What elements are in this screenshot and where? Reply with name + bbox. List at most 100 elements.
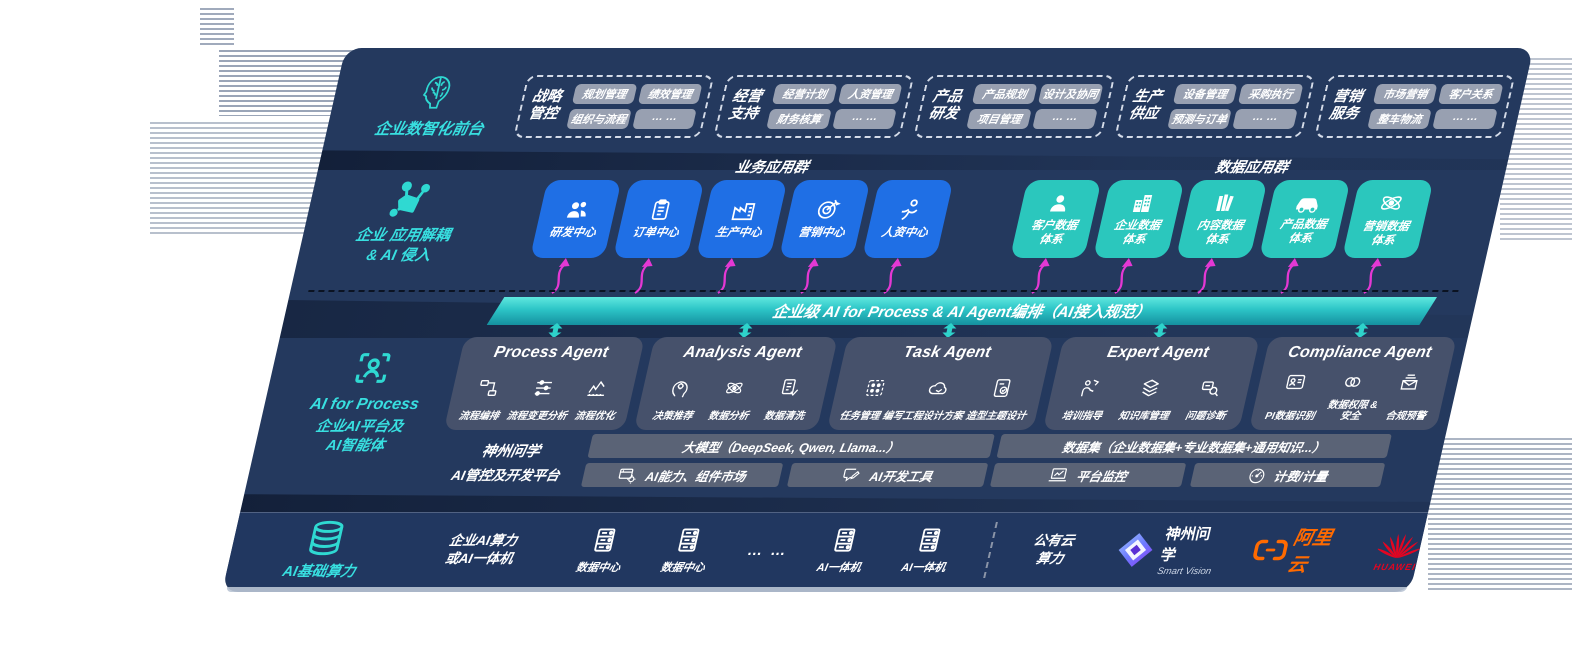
compute-label: AI基础算力 [280, 563, 358, 580]
agent-card-process: Process Agent 流程编排 流程变更分析 流程优化 [443, 337, 645, 430]
library-icon [1211, 191, 1240, 215]
agent-cards-row: Process Agent 流程编排 流程变更分析 流程优化 Analysis … [443, 337, 1457, 430]
compute-label-block: AI基础算力 [265, 520, 384, 581]
person-activity-icon [894, 198, 925, 222]
gauge-icon [1245, 466, 1268, 485]
app-layer-label-line2: & AI 侵入 [364, 247, 433, 265]
monitor-bar-text: 平台监控 [1074, 469, 1129, 484]
model-bar: 大模型（DeepSeek, Qwen, Llama...） [587, 434, 995, 458]
aliyun-logo-text: 阿里云 [1285, 528, 1335, 576]
compute-slab: AI基础算力 企业AI算力 或AI一体机 数据中心 数据中心 … … AI一体机… [223, 512, 1429, 587]
front-tag: 预测与订单 [1166, 108, 1233, 129]
agent-title: Compliance Agent [1286, 344, 1434, 361]
business-group-title: 业务应用群 [733, 160, 810, 176]
devtools-bar: AI开发工具 [786, 463, 989, 487]
agent-title: Analysis Agent [682, 344, 804, 361]
decision-head-icon [666, 377, 693, 399]
compute-node-label: AI一体机 [815, 562, 863, 574]
glitch-stripes [200, 8, 234, 48]
magenta-arrow [1031, 258, 1050, 294]
agent-item-label: 造型主题设计 [964, 411, 1028, 422]
agent-card-analysis: Analysis Agent 决策推荐 数据分析 数据清洗 [633, 337, 839, 430]
front-group-title: 生产供应 [1127, 89, 1164, 122]
atom-icon [1375, 190, 1407, 216]
clipboard-icon [646, 198, 675, 222]
aliyun-logo: 阿里云 [1247, 523, 1350, 577]
double-arrow-icon [1153, 323, 1168, 338]
app-box-label: 订单中心 [631, 226, 680, 239]
app-layer-label-block: 企业 应用解耦 & AI 侵入 [306, 180, 506, 267]
server-icon [911, 525, 948, 555]
design-check-icon [989, 377, 1016, 399]
magenta-arrow [717, 258, 736, 294]
magenta-arrow [634, 258, 653, 294]
dataset-bar-text: 数据集（企业数据集+专业数据集+通用知识...） [1060, 440, 1327, 455]
agent-item-label: 数据分析 [707, 411, 750, 422]
ellipsis-nodes: … … [745, 541, 790, 559]
ai-layer-label-line2: 企业AI平台及 AI智能体 [269, 418, 446, 456]
car-icon [1292, 192, 1325, 214]
compute-node-datacenter: 数据中心 [562, 525, 642, 575]
building-icon [1128, 191, 1157, 215]
compliance-alert-icon [1397, 371, 1424, 393]
bottom-edge-highlight [226, 587, 1408, 592]
ai-orchestration-banner: 企业级 AI for Process & AI Agent编排（AI接入规范） [487, 297, 1437, 325]
compute-node-ai-appliance: AI一体机 [803, 525, 883, 575]
app-box-label: 生产中心 [714, 226, 763, 239]
data-permission-icon [1340, 371, 1367, 393]
app-box-production-center: 生产中心 [695, 180, 788, 258]
compute-node-datacenter: 数据中心 [647, 525, 727, 575]
components-icon [616, 466, 640, 484]
diagnosis-icon [1197, 377, 1224, 399]
server-icon [827, 525, 864, 555]
agent-title: Process Agent [492, 344, 611, 361]
platform-label-block: 神州问学 AI管控及开发平台 [429, 440, 589, 484]
public-cloud-label: 公有云 算力 [1014, 532, 1091, 567]
data-clean-icon [777, 377, 804, 399]
devtools-bar-text: AI开发工具 [868, 469, 934, 484]
dataset-bar: 数据集（企业数据集+专业数据集+通用知识...） [996, 434, 1392, 458]
double-arrow-icon [738, 323, 753, 338]
public-cloud-line1: 公有云 [1031, 533, 1076, 549]
model-bar-text: 大模型（DeepSeek, Qwen, Llama...） [680, 440, 901, 455]
magenta-arrow [551, 258, 570, 294]
app-box-customer-data: 客户数据 体系 [1009, 180, 1102, 258]
ai-orchestration-banner-text: 企业级 AI for Process & AI Agent编排（AI接入规范） [770, 304, 1153, 321]
server-icon [586, 525, 623, 555]
layer-divider-shading [240, 492, 1433, 514]
factory-icon [728, 198, 759, 222]
front-office-label: 企业数智化前台 [372, 121, 486, 138]
front-tag: 规划管理 [571, 83, 638, 104]
glitch-stripes [1428, 438, 1572, 592]
agent-card-expert: Expert Agent 培训指导 知识库管理 问题诊断 [1042, 337, 1260, 430]
ai-layer-label-block: AI for Process 企业AI平台及 AI智能体 [269, 348, 461, 456]
front-tag: … … [1432, 108, 1498, 129]
agent-item-label: 数据权限 & 安全 [1326, 400, 1379, 422]
flow-icon [475, 377, 502, 399]
agent-item-label: 培训指导 [1060, 411, 1104, 422]
app-box-hr-center: 人资中心 [861, 180, 954, 258]
monitor-bar: 平台监控 [989, 463, 1186, 487]
front-group-title: 产品研发 [927, 89, 964, 122]
huawei-petals-icon [1375, 529, 1424, 561]
front-tag: 设备管理 [1172, 83, 1238, 104]
platform-model-group: 大模型（DeepSeek, Qwen, Llama...） AI能力、组件市场 … [580, 434, 995, 487]
aliyun-bracket-icon [1250, 538, 1289, 562]
team-icon [562, 198, 593, 222]
app-box-label: 企业数据 体系 [1112, 220, 1162, 246]
front-tag: 人资管理 [837, 83, 903, 104]
integration-dashed-line [308, 290, 1459, 292]
business-app-boxes: 研发中心 订单中心 生产中心 [529, 180, 954, 258]
magenta-arrow [1363, 258, 1382, 294]
server-icon [671, 525, 708, 555]
ai-layer-label-line1: AI for Process [308, 396, 421, 413]
dashed-divider [983, 522, 998, 578]
front-tag: … … [1032, 108, 1098, 129]
app-box-label: 营销中心 [797, 227, 846, 240]
app-box-content-data: 内容数据 体系 [1175, 180, 1268, 258]
app-box-order-center: 订单中心 [612, 180, 705, 258]
app-box-label: 人资中心 [880, 226, 929, 239]
capability-bar: AI能力、组件市场 [580, 463, 783, 487]
capability-bar-text: AI能力、组件市场 [643, 469, 748, 484]
app-box-label: 客户数据 体系 [1029, 220, 1079, 246]
